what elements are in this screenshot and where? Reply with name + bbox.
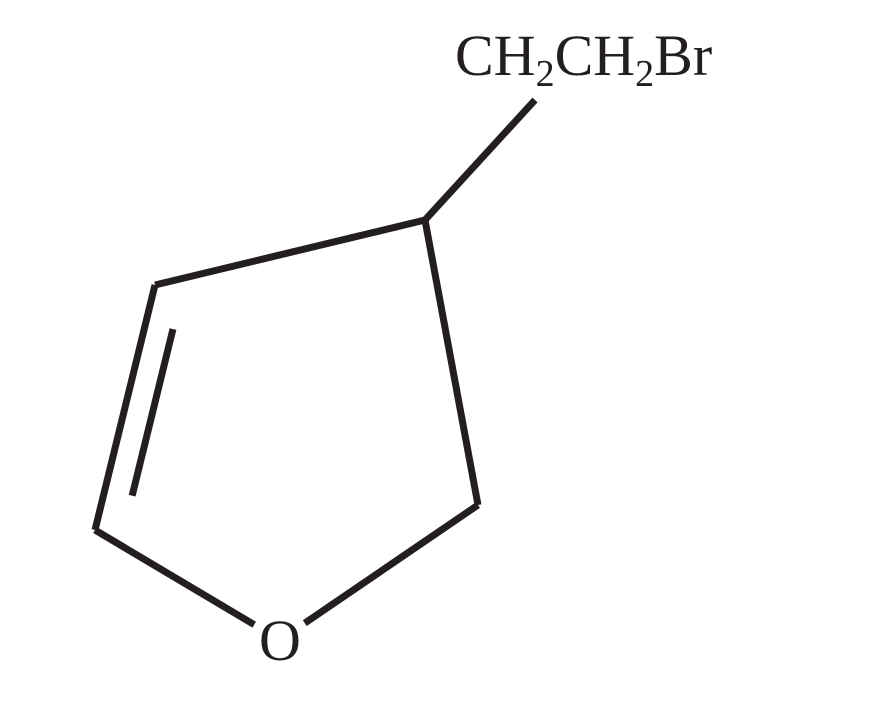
molecule-diagram: O CH2CH2Br bbox=[0, 0, 892, 715]
substituent-bond bbox=[425, 100, 535, 220]
bond bbox=[95, 285, 155, 530]
bond bbox=[155, 220, 425, 285]
bond bbox=[95, 530, 254, 625]
substituent-label: CH2CH2Br bbox=[455, 23, 712, 95]
oxygen-label: O bbox=[259, 608, 301, 673]
bond bbox=[425, 220, 478, 505]
bond bbox=[305, 505, 478, 623]
